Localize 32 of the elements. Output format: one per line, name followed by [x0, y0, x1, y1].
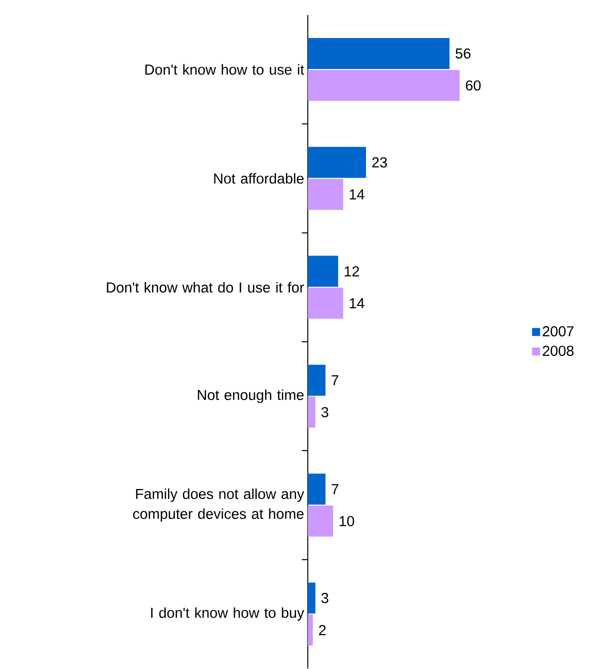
- y-tick-label: Don't know what do I use it for: [107, 282, 304, 293]
- data-label: 14: [350, 298, 365, 308]
- legend-label: 2008: [543, 346, 574, 356]
- data-label: 60: [466, 80, 481, 91]
- bar: [308, 256, 338, 287]
- bar: [308, 364, 326, 396]
- y-tick-label: Not enough time: [198, 389, 304, 403]
- bar: [308, 146, 366, 178]
- data-label: 23: [372, 157, 388, 168]
- data-label: 7: [332, 375, 339, 386]
- y-tick-label: Family does not allow any computer devices at home: [133, 488, 304, 522]
- bar: [308, 474, 326, 505]
- y-tick-label: Not affordable: [214, 173, 304, 184]
- bar: [308, 506, 334, 537]
- data-label: 10: [340, 516, 354, 526]
- bar: [308, 178, 344, 210]
- data-label: 7: [332, 484, 339, 494]
- bar: [308, 396, 316, 428]
- y-tick-label: I don't know how to buy: [151, 607, 304, 621]
- bar: [308, 70, 460, 101]
- y-tick-label: Don't know how to use it: [146, 64, 304, 75]
- data-label: 56: [456, 48, 471, 59]
- bar: [308, 288, 344, 319]
- data-label: 2: [319, 624, 326, 636]
- data-label: 3: [322, 407, 328, 418]
- bar: [308, 614, 314, 646]
- data-label: 3: [322, 592, 328, 604]
- bar: [308, 582, 316, 614]
- bar: [308, 38, 450, 69]
- data-label: 12: [344, 266, 360, 276]
- legend-label: 2007: [543, 326, 574, 336]
- data-label: 14: [350, 189, 365, 200]
